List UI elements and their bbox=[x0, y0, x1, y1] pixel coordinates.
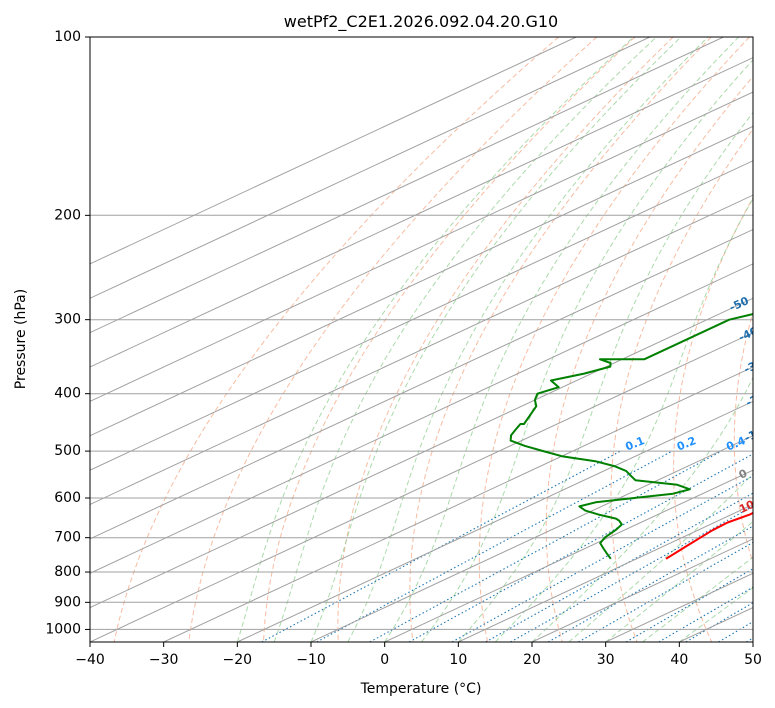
dry-adiabat-line bbox=[263, 37, 636, 642]
y-tick-label: 500 bbox=[54, 443, 81, 459]
moist-adiabat-line bbox=[568, 472, 753, 642]
dry-adiabat-line bbox=[545, 75, 753, 642]
isotherm-line bbox=[90, 263, 753, 574]
isotherm-label: 30 bbox=[761, 555, 775, 573]
isotherm-line bbox=[90, 160, 753, 471]
isotherm-line bbox=[458, 503, 753, 642]
x-tick-label: 30 bbox=[597, 652, 615, 668]
y-tick-label: 700 bbox=[54, 530, 81, 546]
isotherm-label: -30 bbox=[742, 356, 766, 376]
moist-adiabat-line bbox=[494, 197, 753, 642]
dry-adiabat-line bbox=[610, 128, 753, 642]
moist-adiabat-line bbox=[236, 37, 634, 642]
chart-title: wetPf2_C2E1.2026.092.04.20.G10 bbox=[284, 12, 558, 32]
moist-adiabat-line bbox=[273, 37, 657, 642]
x-tick-label: 40 bbox=[670, 652, 688, 668]
y-axis-ticks: 100 200 300 400 500 600 700 800 900 1000 bbox=[45, 29, 90, 637]
isotherm-line bbox=[90, 332, 753, 642]
pressure-grid bbox=[90, 37, 753, 630]
isotherm-line bbox=[90, 228, 753, 540]
y-tick-label: 1000 bbox=[45, 621, 81, 637]
isotherm-label: 10 bbox=[737, 498, 757, 516]
mixing-ratio-line bbox=[316, 450, 673, 642]
dry-adiabat-line bbox=[673, 196, 753, 642]
x-axis-label: Temperature (°C) bbox=[360, 681, 482, 697]
y-tick-label: 300 bbox=[54, 312, 81, 328]
y-tick-label: 800 bbox=[54, 564, 81, 580]
mixing-ratio-line bbox=[451, 475, 753, 642]
y-tick-label: 100 bbox=[54, 29, 81, 45]
y-tick-label: 200 bbox=[54, 207, 81, 223]
isotherm-line bbox=[310, 435, 753, 642]
dry-adiabats bbox=[113, 37, 753, 642]
temperature-profile-line bbox=[665, 511, 753, 560]
y-tick-label: 400 bbox=[54, 386, 81, 402]
moist-adiabat-line bbox=[457, 111, 753, 642]
mixing-ratio-lines bbox=[261, 450, 753, 642]
isotherm-line bbox=[90, 57, 753, 368]
isotherm-line bbox=[90, 37, 577, 265]
dry-adiabat-line bbox=[113, 37, 559, 642]
x-tick-label: −10 bbox=[296, 652, 326, 668]
plot-area: -100-90-80-70-60-50-40-30-20-10010203040… bbox=[90, 37, 775, 642]
isotherm-line bbox=[90, 297, 753, 609]
x-tick-label: 0 bbox=[380, 652, 389, 668]
dry-adiabat-line bbox=[409, 37, 712, 642]
moist-adiabat-line bbox=[605, 520, 753, 642]
y-tick-label: 900 bbox=[54, 594, 81, 610]
dry-adiabat-line bbox=[188, 37, 598, 642]
isotherm-line bbox=[237, 400, 753, 642]
x-tick-label: 20 bbox=[523, 652, 541, 668]
x-axis-ticks: −40 −30 −20 −10 0 10 20 30 40 50 bbox=[75, 642, 762, 668]
isotherm-line bbox=[531, 538, 753, 642]
x-tick-label: −40 bbox=[75, 652, 105, 668]
moist-adiabat-line bbox=[310, 37, 682, 642]
moist-adiabat-line bbox=[347, 37, 709, 642]
isotherm-line bbox=[90, 37, 651, 299]
isotherm-line bbox=[163, 366, 753, 642]
isotherm-line bbox=[752, 641, 753, 642]
isotherm-label: -40 bbox=[737, 324, 761, 344]
x-tick-label: −20 bbox=[223, 652, 253, 668]
x-tick-label: −30 bbox=[149, 652, 179, 668]
mixing-ratio-line bbox=[408, 453, 753, 642]
moist-adiabat-line bbox=[384, 37, 739, 642]
isotherm-label: 40 bbox=[762, 589, 775, 607]
y-tick-label: 600 bbox=[54, 490, 81, 506]
mixing-ratio-label: 0.6 bbox=[761, 434, 775, 453]
isotherm-line bbox=[90, 91, 753, 402]
isotherm-label: -50 bbox=[727, 294, 751, 314]
isotherm-label: 20 bbox=[754, 524, 774, 542]
plot-frame bbox=[89, 36, 754, 643]
dry-adiabat-line bbox=[733, 310, 753, 565]
mixing-ratio-line bbox=[369, 450, 722, 642]
isopleth-labels: -100-90-80-70-60-50-40-30-20-10010203040… bbox=[624, 294, 775, 607]
isotherm-line bbox=[90, 125, 753, 437]
isotherm-line bbox=[90, 37, 724, 334]
isotherms bbox=[90, 37, 753, 642]
moist-adiabat-line bbox=[421, 59, 753, 642]
isotherm-label: -20 bbox=[744, 389, 768, 409]
mixing-ratio-line bbox=[658, 586, 753, 642]
mixing-ratio-line bbox=[685, 601, 753, 642]
isotherm-label: -10 bbox=[742, 425, 766, 445]
dewpoint-profile-line bbox=[509, 313, 753, 560]
sounding-series bbox=[509, 313, 753, 560]
x-tick-label: 50 bbox=[744, 652, 762, 668]
isotherm-line bbox=[90, 194, 753, 506]
mixing-ratio-line bbox=[746, 637, 753, 642]
y-axis-label: Pressure (hPa) bbox=[13, 289, 29, 389]
x-tick-label: 10 bbox=[449, 652, 467, 668]
